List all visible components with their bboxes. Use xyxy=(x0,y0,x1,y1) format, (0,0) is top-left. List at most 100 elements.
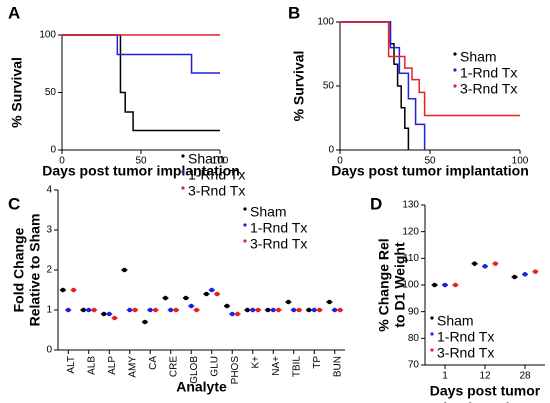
mean-dot xyxy=(317,307,322,313)
y-tick-label: 0 xyxy=(46,345,52,356)
mean-dot xyxy=(101,311,107,317)
mean-dot xyxy=(204,291,209,297)
mean-dot xyxy=(122,267,127,273)
mean-dot xyxy=(291,307,297,313)
x-tick-label: 50 xyxy=(424,156,436,167)
y-tick-label: 100 xyxy=(402,280,419,291)
legend-label: 3-Rnd Tx xyxy=(188,183,245,199)
mean-dot xyxy=(132,307,138,313)
y-tick-label: 100 xyxy=(317,17,334,28)
mean-dot xyxy=(522,272,528,277)
x-tick-label: TBIL xyxy=(291,356,302,378)
y-axis-label: % Survival xyxy=(291,51,307,122)
x-tick-label: ALT xyxy=(66,356,77,374)
legend-marker xyxy=(453,84,457,88)
legend-marker xyxy=(243,223,247,227)
x-tick-label: CA xyxy=(148,356,159,370)
mean-dot xyxy=(194,307,199,313)
mean-dot xyxy=(81,307,86,313)
mean-dot xyxy=(482,264,488,269)
legend-label: 1-Rnd Tx xyxy=(250,220,307,236)
x-tick-label: AMY xyxy=(127,356,138,378)
x-tick-label: BUN xyxy=(332,356,343,377)
survival-line xyxy=(62,34,220,132)
legend-label: 1-Rnd Tx xyxy=(460,65,517,81)
mean-dot xyxy=(311,307,317,313)
mean-dot xyxy=(183,295,189,301)
mean-dot xyxy=(265,307,271,313)
y-tick-label: 110 xyxy=(403,253,419,264)
mean-dot xyxy=(472,261,477,266)
y-tick-label: 3 xyxy=(46,225,52,236)
survival-line xyxy=(62,34,220,74)
mean-dot xyxy=(188,303,194,309)
x-tick-label: NA+ xyxy=(271,356,282,376)
y-tick-label: 130 xyxy=(402,200,419,211)
x-tick-label: PHOS xyxy=(230,356,241,385)
x-tick-label: TP xyxy=(312,356,323,369)
y-tick-label: 90 xyxy=(408,306,420,317)
legend-label: Sham xyxy=(250,204,287,220)
panel-letter: D xyxy=(370,194,382,213)
mean-dot xyxy=(432,282,437,288)
legend-label: Sham xyxy=(188,151,225,167)
y-tick-label: 0 xyxy=(328,145,334,156)
survival-line xyxy=(340,21,520,117)
mean-dot xyxy=(163,295,168,301)
y-tick-label: 50 xyxy=(45,87,57,98)
mean-dot xyxy=(71,287,76,293)
mean-dot xyxy=(147,307,153,313)
legend-label: 3-Rnd Tx xyxy=(437,345,494,361)
mean-dot xyxy=(112,315,117,321)
x-tick-label: 0 xyxy=(337,156,343,167)
mean-dot xyxy=(235,311,240,317)
mean-dot xyxy=(209,287,215,293)
legend-marker xyxy=(430,332,434,336)
mean-dot xyxy=(60,287,66,293)
mean-dot xyxy=(245,307,250,313)
x-tick-label: GLOB xyxy=(189,356,200,384)
legend-marker xyxy=(181,186,185,190)
x-axis-label: Analyte xyxy=(176,379,227,395)
x-axis-label: Days post tumor implantation xyxy=(42,163,240,179)
legend-label: Sham xyxy=(460,49,497,65)
mean-dot xyxy=(127,307,133,313)
y-tick-label: 0 xyxy=(50,145,56,156)
x-axis-label: implantation xyxy=(443,400,526,403)
panel-letter: A xyxy=(8,3,20,22)
legend-label: 3-Rnd Tx xyxy=(250,236,307,252)
y-axis-label: Fold Change xyxy=(11,227,27,312)
mean-dot xyxy=(168,307,174,313)
y-tick-label: 70 xyxy=(408,360,420,371)
mean-dot xyxy=(106,311,112,317)
x-tick-label: ALB xyxy=(86,356,97,375)
x-axis-label: Days post tumor implantation xyxy=(331,163,529,179)
legend-label: Sham xyxy=(437,313,474,329)
x-tick-label: 50 xyxy=(135,156,147,167)
mean-dot xyxy=(332,307,338,313)
x-tick-label: 100 xyxy=(512,156,529,167)
mean-dot xyxy=(142,319,148,325)
legend-marker xyxy=(181,170,185,174)
x-tick-label: 0 xyxy=(59,156,65,167)
y-axis-label: to D1 Weight xyxy=(392,242,408,328)
mean-dot xyxy=(65,307,71,313)
mean-dot xyxy=(255,307,261,313)
legend-marker xyxy=(181,154,185,158)
panel-letter: B xyxy=(288,3,300,22)
mean-dot xyxy=(86,307,92,313)
y-tick-label: 120 xyxy=(402,226,419,237)
y-tick-label: 4 xyxy=(46,185,52,196)
legend-marker xyxy=(430,348,434,352)
legend-label: 3-Rnd Tx xyxy=(460,81,517,97)
y-tick-label: 1 xyxy=(46,305,52,316)
mean-dot xyxy=(91,307,97,313)
x-tick-label: K+ xyxy=(250,356,261,369)
mean-dot xyxy=(337,307,343,313)
x-axis-label: Days post tumor xyxy=(430,383,541,399)
x-tick-label: 28 xyxy=(519,371,531,382)
legend-marker xyxy=(453,52,457,56)
mean-dot xyxy=(250,307,256,313)
mean-dot xyxy=(153,307,158,313)
